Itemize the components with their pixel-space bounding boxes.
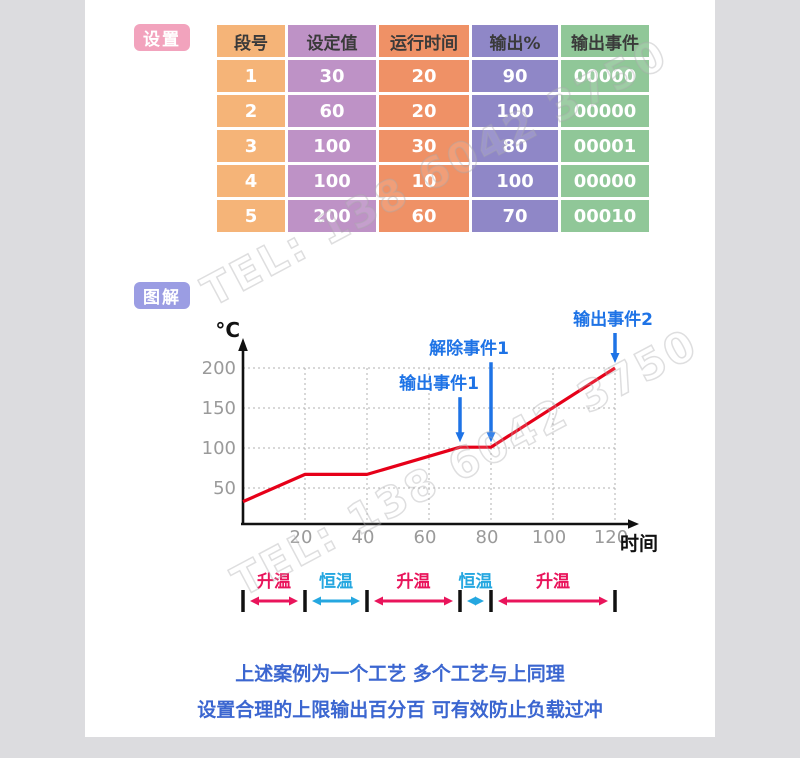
- table-header-row: 段号 设定值 运行时间 输出% 输出事件: [217, 25, 649, 57]
- table-cell: 100: [288, 130, 376, 162]
- diagram-badge: 图解: [134, 282, 190, 309]
- table-cell: 100: [288, 165, 376, 197]
- table-cell: 80: [472, 130, 558, 162]
- segment-phase-label: 升温: [536, 572, 570, 592]
- event-arrow-head: [610, 353, 620, 363]
- segment-phase-label: 升温: [257, 572, 291, 592]
- content-card: 设置 段号 设定值 运行时间 输出% 输出事件 1 30 20 90 00000 2 60 20 100 0…: [85, 0, 715, 737]
- table-cell: 00000: [561, 60, 649, 92]
- segment-phase-label: 恒温: [459, 571, 493, 592]
- table-row: 1 30 20 90 00000: [217, 60, 649, 92]
- table-cell: 100: [472, 165, 558, 197]
- table-cell: 30: [288, 60, 376, 92]
- table-header-cell: 段号: [217, 25, 285, 57]
- table-cell: 30: [379, 130, 469, 162]
- table-header-cell: 输出事件: [561, 25, 649, 57]
- table-row: 5 200 60 70 00010: [217, 200, 649, 232]
- table-header-cell: 设定值: [288, 25, 376, 57]
- x-axis-title: 时间: [620, 533, 658, 555]
- x-axis-arrow: [628, 519, 639, 529]
- table-cell: 20: [379, 95, 469, 127]
- segment-arrow-head-left: [498, 596, 507, 606]
- process-settings-table: 段号 设定值 运行时间 输出% 输出事件 1 30 20 90 00000 2 60 20 100 0000…: [214, 22, 652, 235]
- y-axis-arrow: [238, 338, 248, 351]
- segment-arrow-head-right: [351, 596, 360, 606]
- table-row: 3 100 30 80 00001: [217, 130, 649, 162]
- table-cell: 200: [288, 200, 376, 232]
- table-cell: 3: [217, 130, 285, 162]
- temperature-chart: 50 100 150 200 20 40 60 80 100 120 °C 时间 输出事件1 解除事件1 输…: [200, 300, 700, 622]
- event-annotation-label: 解除事件1: [429, 338, 509, 359]
- table-cell: 4: [217, 165, 285, 197]
- table-cell: 60: [288, 95, 376, 127]
- y-axis-title: °C: [215, 318, 240, 342]
- y-tick-label: 150: [202, 398, 236, 419]
- footer-note: 上述案例为一个工艺 多个工艺与上同理 设置合理的上限输出百分百 可有效防止负载过…: [85, 656, 715, 728]
- table-cell: 90: [472, 60, 558, 92]
- temperature-curve: [242, 366, 616, 504]
- y-tick-label: 200: [202, 358, 236, 379]
- event-annotation-label: 输出事件1: [399, 373, 479, 394]
- event-arrow-head: [486, 432, 496, 443]
- x-tick-label: 120: [594, 527, 628, 548]
- event-annotation-label: 输出事件2: [573, 309, 653, 330]
- table-cell: 5: [217, 200, 285, 232]
- table-header-cell: 运行时间: [379, 25, 469, 57]
- settings-badge: 设置: [134, 24, 190, 51]
- segment-arrow-head-left: [312, 596, 321, 606]
- segment-phase-label: 恒温: [319, 571, 353, 592]
- table-cell: 00000: [561, 165, 649, 197]
- y-tick-label: 50: [213, 478, 236, 499]
- table-cell: 1: [217, 60, 285, 92]
- table-row: 4 100 10 100 00000: [217, 165, 649, 197]
- segment-arrow-head-left: [374, 596, 383, 606]
- table-cell: 70: [472, 200, 558, 232]
- segment-arrow-head-left: [250, 596, 259, 606]
- table-cell: 00000: [561, 95, 649, 127]
- x-tick-label: 20: [290, 527, 313, 548]
- table-cell: 100: [472, 95, 558, 127]
- table-cell: 20: [379, 60, 469, 92]
- table-cell: 60: [379, 200, 469, 232]
- x-tick-label: 60: [414, 527, 437, 548]
- table-row: 2 60 20 100 00000: [217, 95, 649, 127]
- segment-arrow-head-right: [599, 596, 608, 606]
- table-cell: 00010: [561, 200, 649, 232]
- event-arrow-head: [455, 432, 465, 443]
- segment-arrow-head-right: [475, 596, 484, 606]
- table-cell: 00001: [561, 130, 649, 162]
- segment-arrow-head-right: [444, 596, 453, 606]
- segment-arrow-head-left: [467, 596, 476, 606]
- segment-arrow-head-right: [289, 596, 298, 606]
- x-tick-label: 80: [476, 527, 499, 548]
- table-cell: 2: [217, 95, 285, 127]
- footer-line-1: 上述案例为一个工艺 多个工艺与上同理: [235, 663, 565, 685]
- segment-phase-label: 升温: [397, 572, 431, 592]
- footer-line-2: 设置合理的上限输出百分百 可有效防止负载过冲: [197, 699, 603, 721]
- table-cell: 10: [379, 165, 469, 197]
- table-header-cell: 输出%: [472, 25, 558, 57]
- x-tick-label: 40: [352, 527, 375, 548]
- y-tick-label: 100: [202, 438, 236, 459]
- x-tick-label: 100: [532, 527, 566, 548]
